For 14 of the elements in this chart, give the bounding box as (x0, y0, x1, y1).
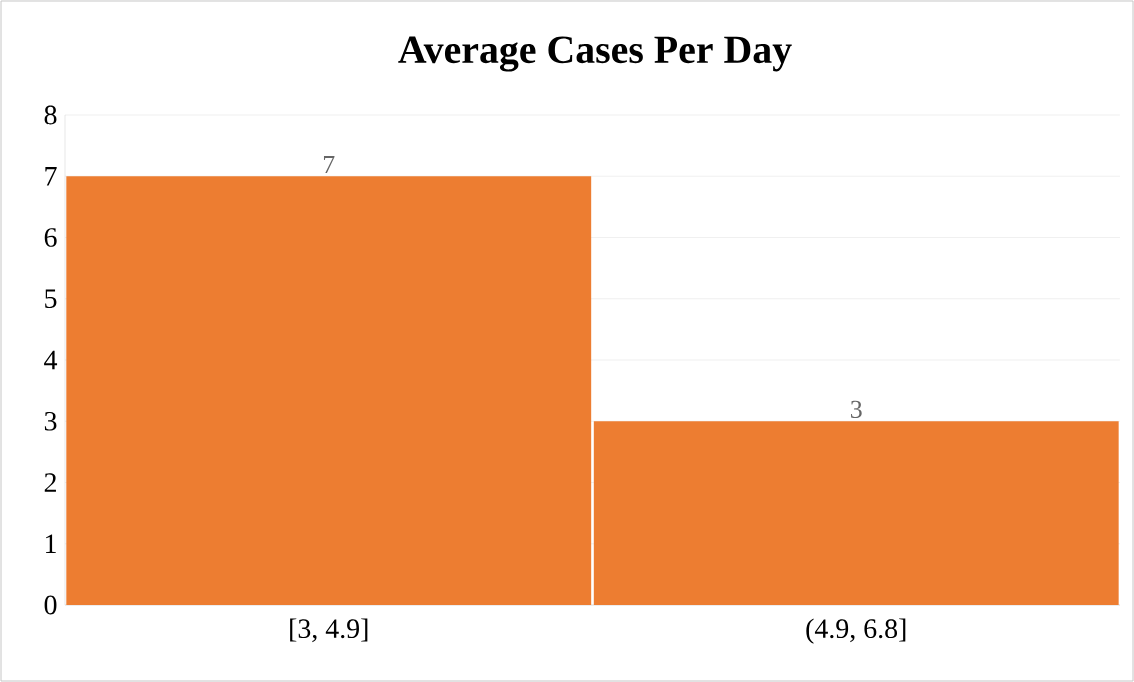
y-tick-label: 3 (44, 411, 57, 431)
y-tick-label: 8 (44, 105, 57, 125)
y-tick-label: 1 (46, 534, 56, 553)
y-tick-label: 2 (44, 473, 56, 492)
x-tick-label: (4.9, 6.8] (806, 618, 906, 644)
chart-title: Average Cases Per Day (398, 36, 792, 72)
data-label: 3 (851, 400, 862, 419)
y-tick-label: 5 (45, 289, 57, 309)
y-tick-label: 0 (44, 595, 57, 615)
x-tick-label: [3, 4.9] (290, 618, 368, 643)
data-label: 7 (323, 156, 335, 174)
y-tick-label: 6 (44, 228, 57, 247)
y-tick-label: 7 (45, 167, 57, 186)
y-tick-label: 4 (44, 350, 58, 370)
